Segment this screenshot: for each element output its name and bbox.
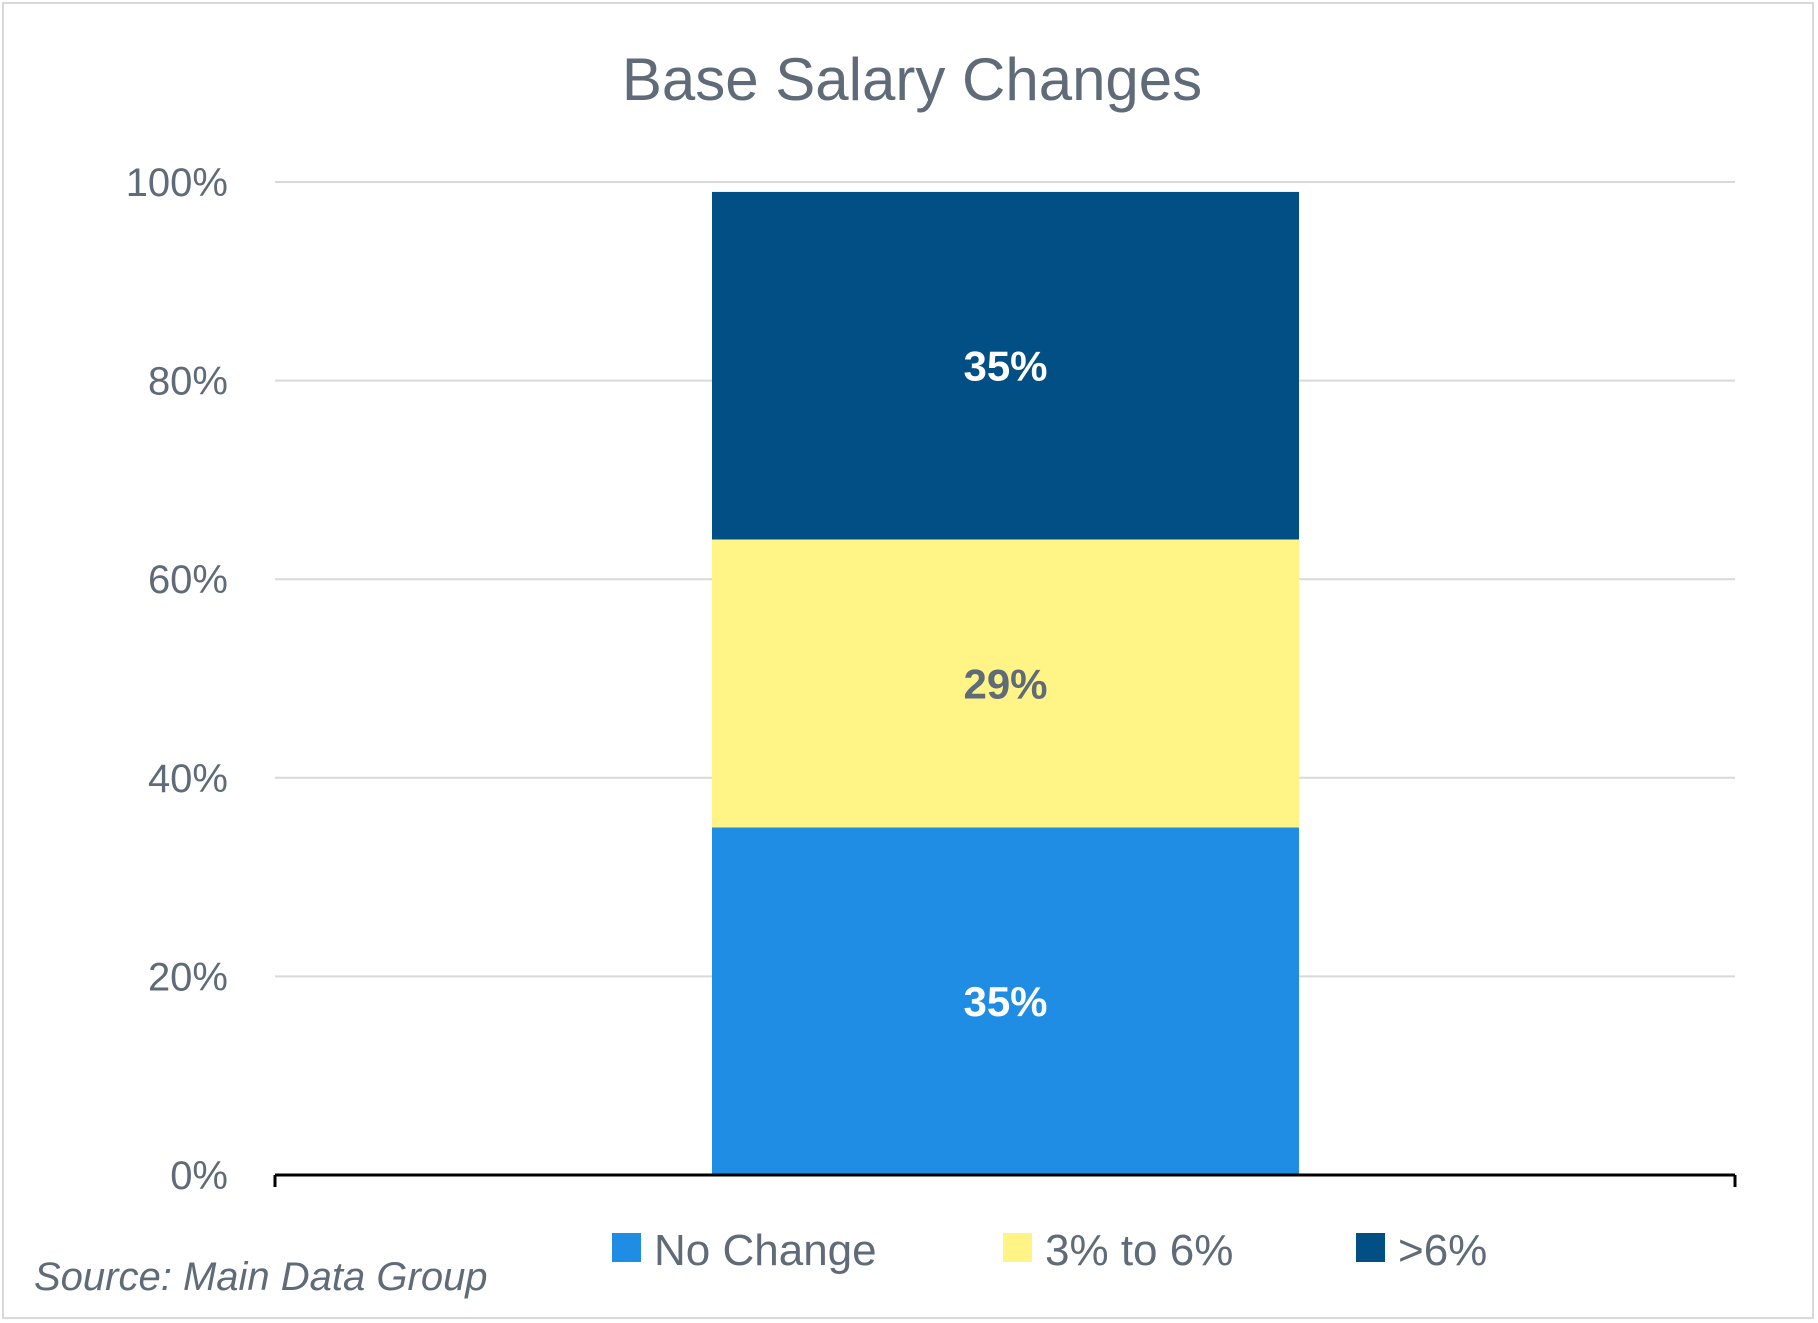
- x-axis: [273, 1173, 1737, 1187]
- data-label: 35%: [963, 343, 1047, 390]
- data-label: 29%: [963, 660, 1047, 707]
- legend-label: 3% to 6%: [1045, 1226, 1233, 1275]
- y-tick-label: 80%: [148, 360, 228, 404]
- legend-swatch: [612, 1233, 641, 1262]
- legend-label: No Change: [654, 1226, 877, 1275]
- gridlines: 0% 20% 40% 60% 80% 100%: [126, 161, 1735, 1198]
- y-tick-label: 0%: [170, 1154, 228, 1198]
- chart-title: Base Salary Changes: [622, 46, 1202, 113]
- data-labels: 35% 29% 35%: [963, 343, 1047, 1026]
- legend-swatch: [1356, 1233, 1385, 1262]
- y-tick-label: 100%: [126, 161, 228, 205]
- bar-segment: [712, 539, 1299, 828]
- y-tick-label: 40%: [148, 757, 228, 801]
- legend-swatch: [1003, 1233, 1032, 1262]
- legend-label: >6%: [1398, 1226, 1487, 1275]
- source-note: Source: Main Data Group: [34, 1255, 488, 1299]
- bar-stack: [712, 191, 1299, 1175]
- y-tick-label: 60%: [148, 558, 228, 602]
- bar-segment: [712, 827, 1299, 1175]
- y-tick-label: 20%: [148, 955, 228, 999]
- bar-segment: [712, 191, 1299, 540]
- legend: No Change 3% to 6% >6%: [612, 1226, 1487, 1275]
- data-label: 35%: [963, 978, 1047, 1025]
